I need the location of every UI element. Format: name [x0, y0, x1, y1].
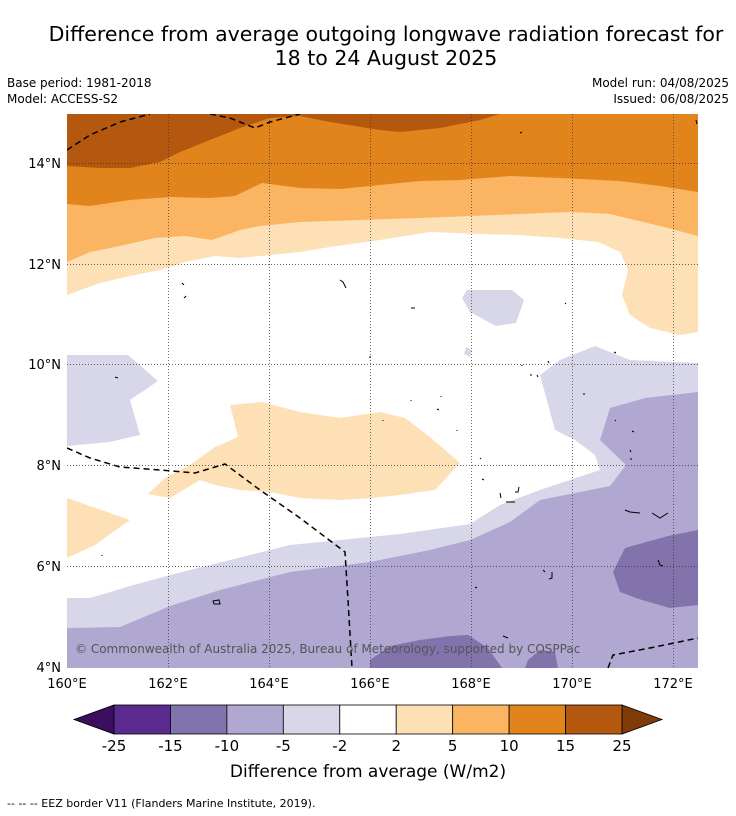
band-10-15-north: [67, 114, 698, 206]
lat-label: 8°N: [37, 459, 62, 474]
band-neg10-neg15-south: [370, 635, 502, 668]
meta-left: Base period: 1981-2018 Model: ACCESS-S2: [7, 75, 152, 107]
lon-axis-labels: 160°E 162°E 164°E 166°E 168°E 170°E 172°…: [47, 677, 693, 692]
band-2-5-west: [67, 498, 130, 558]
lon-label: 166°E: [350, 677, 390, 692]
band-neg10-neg15-south-2: [525, 650, 558, 668]
colorbar-tick-label: -2: [332, 737, 347, 755]
eez-footnote: -- -- -- EEZ border V11 (Flanders Marine…: [7, 797, 316, 810]
colorbar-tick-label: 15: [556, 737, 575, 755]
lat-label: 4°N: [37, 661, 62, 676]
colorbar-cell: [395, 704, 454, 735]
lon-label: 170°E: [552, 677, 592, 692]
colorbar-tick-label: 25: [612, 737, 631, 755]
lat-label: 14°N: [28, 157, 61, 172]
chart-title: Difference from average outgoing longwav…: [30, 22, 736, 70]
title-line-2: 18 to 24 August 2025: [274, 46, 498, 70]
lon-label: 160°E: [47, 677, 87, 692]
band-neg2-neg5-west: [67, 355, 158, 446]
colorbar-cell: [282, 704, 341, 735]
colorbar-tick-label: -25: [102, 737, 127, 755]
colorbar-cell: [452, 704, 510, 735]
model-run: Model run: 04/08/2025: [591, 76, 729, 90]
band-2-5-central: [148, 402, 460, 500]
contour-layers: [67, 114, 698, 668]
colorbar-tick-label: -15: [158, 737, 183, 755]
colorbar-under-arrow: [72, 704, 115, 735]
colorbar-tick-label: 10: [500, 737, 519, 755]
eez-borders: [67, 114, 698, 668]
band-15-25-north: [67, 114, 500, 168]
colorbar-over-arrow: [621, 704, 664, 735]
colorbar-cell: [170, 704, 228, 735]
lat-label: 12°N: [28, 258, 61, 273]
band-neg5-neg10-south: [67, 392, 698, 668]
lat-axis-labels: 4°N 6°N 8°N 10°N 12°N 14°N: [28, 157, 61, 676]
lon-label: 162°E: [148, 677, 188, 692]
band-neg2-neg5-north: [462, 290, 524, 326]
meta-right: Model run: 04/08/2025 Issued: 06/08/2025: [592, 75, 729, 107]
copyright-credit: © Commonwealth of Australia 2025, Bureau…: [75, 642, 580, 656]
base-period: Base period: 1981-2018: [7, 76, 152, 90]
lon-label: 172°E: [653, 677, 693, 692]
graticule: [67, 114, 698, 668]
model-name: Model: ACCESS-S2: [7, 92, 119, 106]
colorbar-tick-label: 2: [391, 737, 401, 755]
lon-label: 168°E: [451, 677, 491, 692]
lon-label: 164°E: [249, 677, 289, 692]
islands: [101, 119, 698, 639]
band-neg10-neg15-east: [613, 530, 698, 608]
colorbar-cell: [565, 704, 623, 735]
lat-label: 10°N: [28, 358, 61, 373]
lat-label: 6°N: [37, 560, 62, 575]
colorbar-tick-label: -10: [215, 737, 240, 755]
colorbar-tick-label: -5: [276, 737, 291, 755]
colorbar-tick-label: 5: [448, 737, 458, 755]
colorbar-cell: [508, 704, 566, 735]
colorbar-cell: [226, 704, 284, 735]
colorbar-cell: [339, 704, 397, 735]
band-neg2-neg5-dot: [464, 347, 472, 357]
colorbar-cell: [113, 704, 171, 735]
colorbar-title: Difference from average (W/m2): [229, 762, 507, 782]
colorbar: -25 -15 -10 -5 -2 2 5 10 15 25: [72, 704, 664, 755]
issued-date: Issued: 06/08/2025: [613, 92, 729, 106]
title-line-1: Difference from average outgoing longwav…: [48, 22, 724, 46]
